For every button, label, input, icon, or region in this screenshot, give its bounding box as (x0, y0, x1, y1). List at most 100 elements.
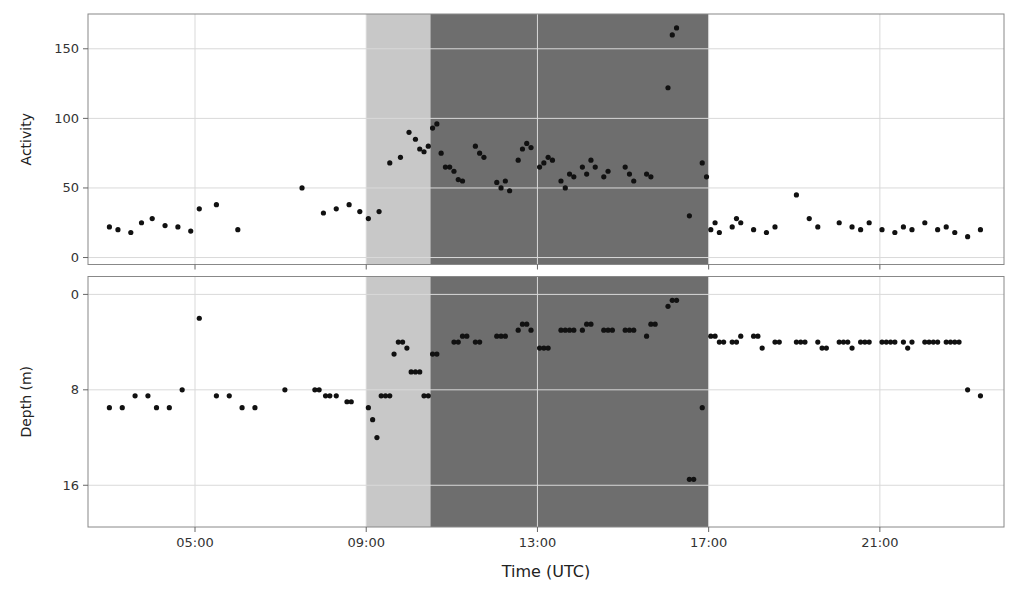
point (115, 227, 120, 232)
point (738, 334, 743, 339)
point (426, 144, 431, 149)
point (374, 435, 379, 440)
y-tick (83, 294, 88, 295)
point (391, 351, 396, 356)
point (334, 206, 339, 211)
point (558, 178, 563, 183)
point (892, 340, 897, 345)
chart: 050100150Activity081605:0009:0013:0017:0… (0, 0, 1024, 599)
point (528, 328, 533, 333)
point (507, 188, 512, 193)
y-tick-label: 150 (54, 41, 79, 56)
point (901, 224, 906, 229)
y-tick (83, 187, 88, 188)
point (498, 185, 503, 190)
point (227, 393, 232, 398)
point (909, 227, 914, 232)
point (905, 345, 910, 350)
point (520, 146, 525, 151)
point (892, 230, 897, 235)
x-tick (708, 265, 709, 270)
point (631, 328, 636, 333)
y-tick-label: 50 (62, 180, 79, 195)
point (704, 174, 709, 179)
point (567, 171, 572, 176)
point (132, 393, 137, 398)
plot-area (88, 14, 1004, 265)
x-tick (708, 527, 709, 532)
x-tick (537, 265, 538, 270)
grid-line (195, 14, 196, 265)
point (516, 158, 521, 163)
point (794, 192, 799, 197)
point (456, 340, 461, 345)
y-tick-label: 0 (71, 287, 79, 302)
point (321, 210, 326, 215)
point (524, 322, 529, 327)
point (721, 340, 726, 345)
point (571, 174, 576, 179)
point (503, 334, 508, 339)
point (235, 227, 240, 232)
point (150, 216, 155, 221)
grid-line (366, 277, 367, 528)
point (627, 171, 632, 176)
point (214, 393, 219, 398)
x-tick (366, 265, 367, 270)
point (447, 164, 452, 169)
point (700, 160, 705, 165)
point (404, 345, 409, 350)
grid-line (88, 485, 1004, 486)
grid-line (88, 187, 1004, 188)
point (610, 328, 615, 333)
x-axis-label: Time (UTC) (501, 562, 590, 581)
point (867, 220, 872, 225)
point (145, 393, 150, 398)
point (845, 340, 850, 345)
point (162, 223, 167, 228)
point (588, 158, 593, 163)
point (730, 224, 735, 229)
point (751, 227, 756, 232)
point (580, 164, 585, 169)
y-tick-label: 16 (62, 478, 79, 493)
point (107, 224, 112, 229)
point (849, 345, 854, 350)
point (879, 227, 884, 232)
point (434, 121, 439, 126)
point (571, 328, 576, 333)
y-tick (83, 389, 88, 390)
grid-line (195, 277, 196, 528)
point (528, 145, 533, 150)
point (370, 417, 375, 422)
point (139, 220, 144, 225)
point (214, 202, 219, 207)
point (956, 340, 961, 345)
x-tick (879, 527, 880, 532)
point (546, 345, 551, 350)
point (167, 405, 172, 410)
point (824, 345, 829, 350)
point (670, 32, 675, 37)
point (366, 216, 371, 221)
point (398, 155, 403, 160)
point (546, 155, 551, 160)
grid-line (708, 14, 709, 265)
point (494, 180, 499, 185)
grid-line (879, 277, 880, 528)
point (334, 393, 339, 398)
point (317, 387, 322, 392)
point (430, 126, 435, 131)
x-tick-label: 13:00 (519, 535, 556, 550)
point (952, 230, 957, 235)
grid-line (879, 14, 880, 265)
point (601, 174, 606, 179)
plot-background (88, 277, 1004, 528)
point (387, 160, 392, 165)
point (464, 334, 469, 339)
point (901, 340, 906, 345)
point (400, 340, 405, 345)
grid-line (88, 294, 1004, 295)
point (712, 220, 717, 225)
point (593, 164, 598, 169)
